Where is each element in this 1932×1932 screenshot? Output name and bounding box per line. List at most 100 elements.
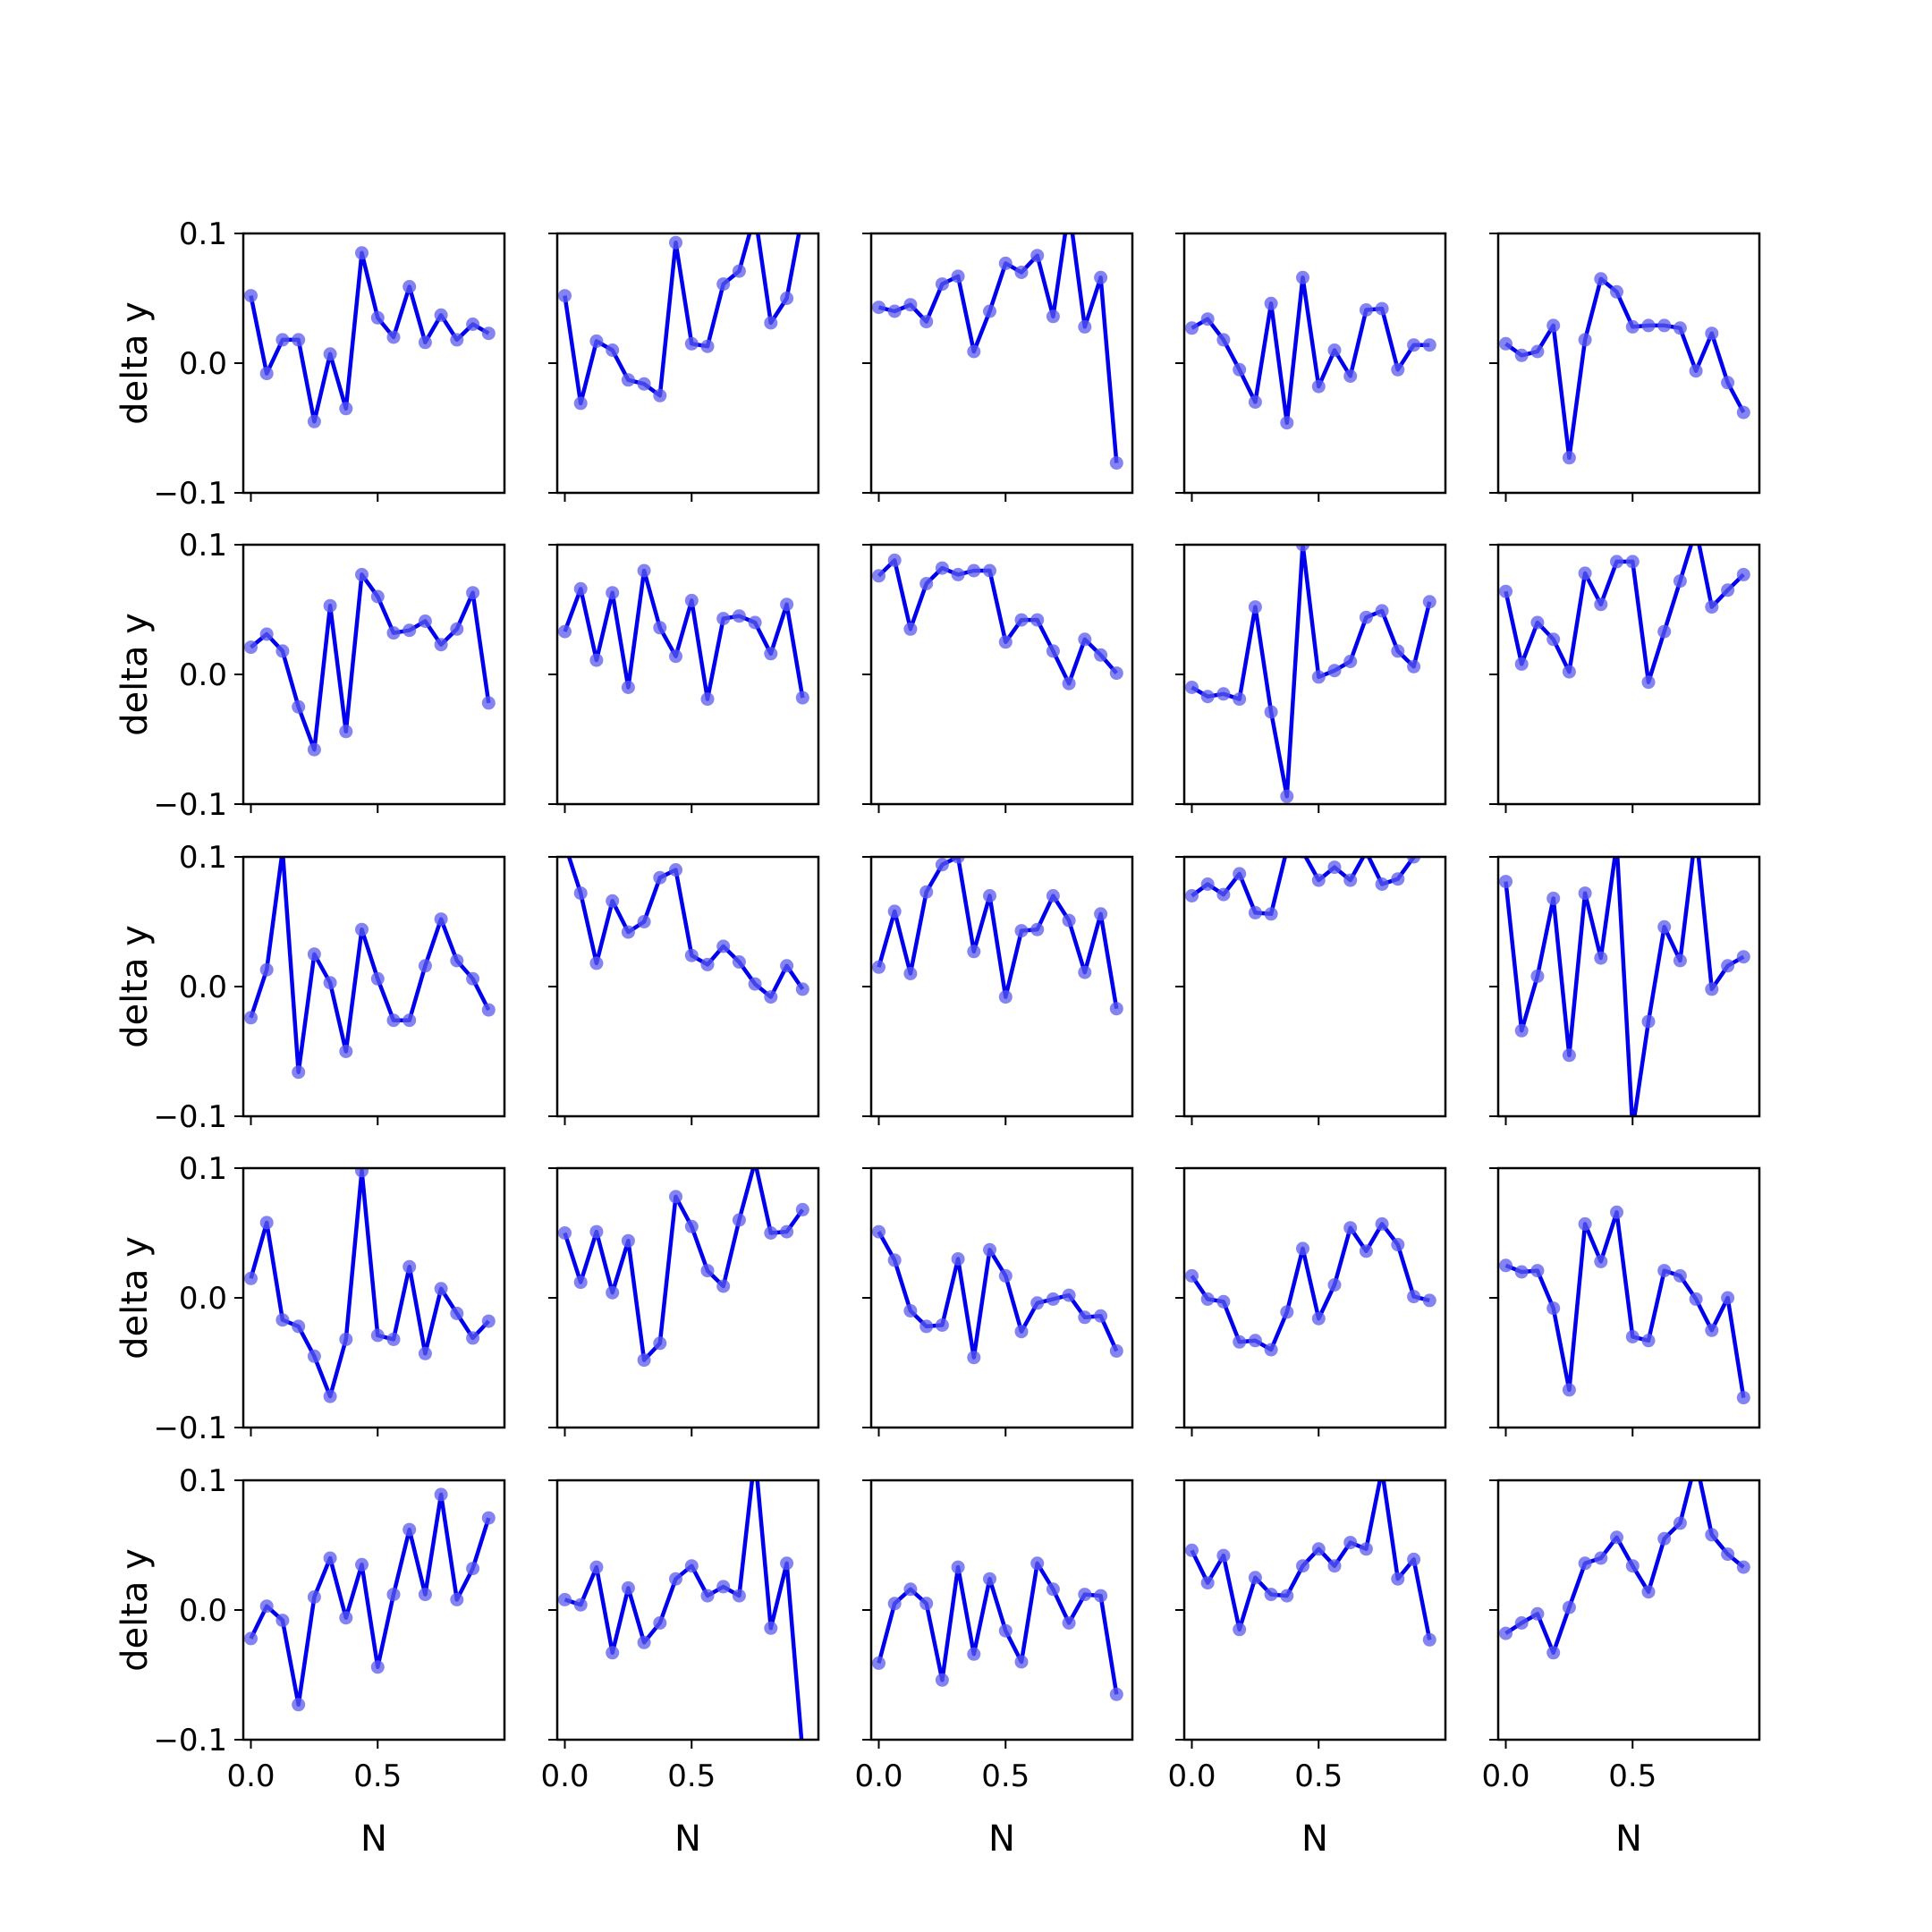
panel-r5-c3: 0.0 0.5 N	[854, 1479, 1134, 1860]
data-point	[323, 1389, 337, 1403]
data-point	[292, 1698, 306, 1712]
data-point	[1343, 655, 1358, 668]
data-point	[1673, 1268, 1687, 1283]
data-point	[1610, 837, 1623, 851]
data-point	[434, 912, 448, 927]
data-point	[1109, 1002, 1123, 1016]
data-point	[983, 1242, 996, 1257]
data-point	[1280, 1305, 1294, 1319]
data-point	[1673, 953, 1687, 968]
data-point	[872, 1224, 886, 1239]
data-point	[1264, 907, 1278, 921]
y-tick-label: 0.1	[179, 216, 227, 252]
y-tick-label: −0.1	[153, 787, 227, 823]
data-point	[998, 256, 1013, 270]
data-point	[1422, 1632, 1436, 1647]
axes-frame	[555, 855, 820, 1118]
data-point	[606, 1646, 620, 1660]
data-point	[402, 280, 417, 293]
data-point	[1376, 1463, 1389, 1477]
data-point	[1109, 456, 1123, 470]
data-point	[259, 1216, 274, 1230]
plot-area	[244, 1168, 496, 1403]
data-point	[573, 1275, 588, 1290]
data-point	[481, 1003, 496, 1017]
plot-area	[1499, 1205, 1750, 1405]
data-point	[259, 962, 274, 977]
panel-r3-c4	[1175, 855, 1447, 1125]
axes-frame	[242, 1479, 506, 1741]
data-point	[1046, 1292, 1060, 1306]
axes-frame	[869, 855, 1134, 1118]
data-point	[967, 344, 981, 359]
data-point	[418, 959, 432, 973]
data-point	[434, 1487, 448, 1502]
data-point	[621, 1233, 635, 1248]
plot-area	[1499, 837, 1750, 1116]
data-point	[434, 308, 448, 322]
axes-frame	[242, 232, 506, 495]
data-point	[1499, 584, 1513, 598]
data-point	[339, 402, 353, 416]
data-point	[653, 870, 667, 885]
data-point	[1046, 644, 1060, 658]
data-point	[1030, 249, 1045, 263]
data-point	[606, 586, 620, 600]
data-point	[370, 310, 385, 325]
data-point	[370, 1660, 385, 1674]
panel-r4-c3	[862, 1166, 1134, 1436]
data-point	[764, 1621, 778, 1635]
data-point	[1311, 1311, 1326, 1326]
data-point	[281, 857, 284, 858]
data-point	[1094, 1309, 1108, 1323]
series-line	[250, 572, 491, 752]
data-point	[780, 292, 794, 305]
panel-r4-c5	[1489, 1166, 1761, 1436]
data-point	[558, 624, 572, 639]
y-axis-label: delta y	[114, 1236, 156, 1360]
data-point	[339, 1611, 353, 1625]
data-point	[466, 318, 480, 331]
data-point	[1514, 657, 1529, 671]
data-point	[275, 333, 290, 347]
data-point	[621, 373, 635, 387]
data-point	[558, 837, 572, 851]
data-point	[1721, 1547, 1735, 1562]
panel-r1-c3	[862, 232, 1134, 502]
data-point	[1705, 326, 1719, 341]
data-point	[1216, 887, 1231, 902]
plot-area	[1499, 272, 1750, 465]
data-point	[637, 377, 651, 391]
data-point	[323, 1551, 337, 1565]
data-point	[903, 1304, 918, 1318]
data-point	[1062, 1288, 1076, 1302]
data-point	[1078, 1588, 1092, 1602]
data-point	[684, 336, 699, 351]
data-point	[606, 894, 620, 908]
data-point	[1736, 950, 1750, 964]
series-line	[1190, 1480, 1432, 1640]
data-point	[466, 586, 480, 600]
data-point	[1248, 395, 1262, 409]
data-point	[1264, 1343, 1278, 1357]
data-point	[1705, 600, 1719, 614]
data-point	[1185, 889, 1199, 902]
data-point	[573, 1597, 588, 1612]
data-point	[919, 1319, 934, 1334]
data-point	[998, 635, 1013, 649]
data-point	[1391, 1238, 1405, 1251]
data-point	[1641, 318, 1656, 333]
data-point	[1216, 687, 1231, 701]
data-point	[998, 990, 1013, 1004]
data-point	[481, 1511, 496, 1525]
data-point	[481, 326, 496, 341]
plot-area	[558, 564, 809, 707]
series-line	[249, 1168, 490, 1399]
data-point	[732, 1589, 746, 1603]
data-point	[1562, 1600, 1576, 1614]
y-tick-label: 0.1	[179, 1151, 227, 1187]
data-point	[481, 696, 496, 710]
data-point	[573, 581, 588, 596]
x-tick-label: 0.5	[667, 1758, 716, 1794]
